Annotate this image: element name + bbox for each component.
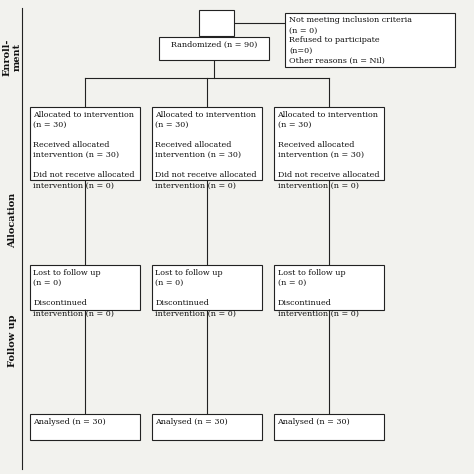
FancyBboxPatch shape xyxy=(274,107,384,180)
FancyBboxPatch shape xyxy=(159,37,269,60)
Text: Not meeting inclusion criteria
(n = 0)
Refused to participate
(n=0)
Other reason: Not meeting inclusion criteria (n = 0) R… xyxy=(289,16,412,64)
Text: Analysed (n = 30): Analysed (n = 30) xyxy=(33,418,106,426)
Text: Allocation: Allocation xyxy=(8,193,17,248)
Text: Lost to follow up
(n = 0)

Discontinued
intervention (n = 0): Lost to follow up (n = 0) Discontinued i… xyxy=(33,269,114,318)
Text: Randomized (n = 90): Randomized (n = 90) xyxy=(171,41,257,49)
FancyBboxPatch shape xyxy=(152,265,262,310)
Text: Follow up: Follow up xyxy=(8,315,17,367)
FancyBboxPatch shape xyxy=(285,12,455,67)
Text: Allocated to intervention
(n = 30)

Received allocated
intervention (n = 30)

Di: Allocated to intervention (n = 30) Recei… xyxy=(33,111,135,190)
FancyBboxPatch shape xyxy=(152,414,262,440)
Text: Allocated to intervention
(n = 30)

Received allocated
intervention (n = 30)

Di: Allocated to intervention (n = 30) Recei… xyxy=(155,111,257,190)
Text: Analysed (n = 30): Analysed (n = 30) xyxy=(155,418,228,426)
FancyBboxPatch shape xyxy=(274,414,384,440)
FancyBboxPatch shape xyxy=(199,10,234,36)
Text: Enroll-
ment: Enroll- ment xyxy=(2,39,22,76)
FancyBboxPatch shape xyxy=(29,265,140,310)
FancyBboxPatch shape xyxy=(274,265,384,310)
Text: Analysed (n = 30): Analysed (n = 30) xyxy=(277,418,350,426)
Text: Lost to follow up
(n = 0)

Discontinued
intervention (n = 0): Lost to follow up (n = 0) Discontinued i… xyxy=(277,269,358,318)
FancyBboxPatch shape xyxy=(29,107,140,180)
Text: Allocated to intervention
(n = 30)

Received allocated
intervention (n = 30)

Di: Allocated to intervention (n = 30) Recei… xyxy=(277,111,379,190)
FancyBboxPatch shape xyxy=(29,414,140,440)
FancyBboxPatch shape xyxy=(152,107,262,180)
Text: Lost to follow up
(n = 0)

Discontinued
intervention (n = 0): Lost to follow up (n = 0) Discontinued i… xyxy=(155,269,237,318)
